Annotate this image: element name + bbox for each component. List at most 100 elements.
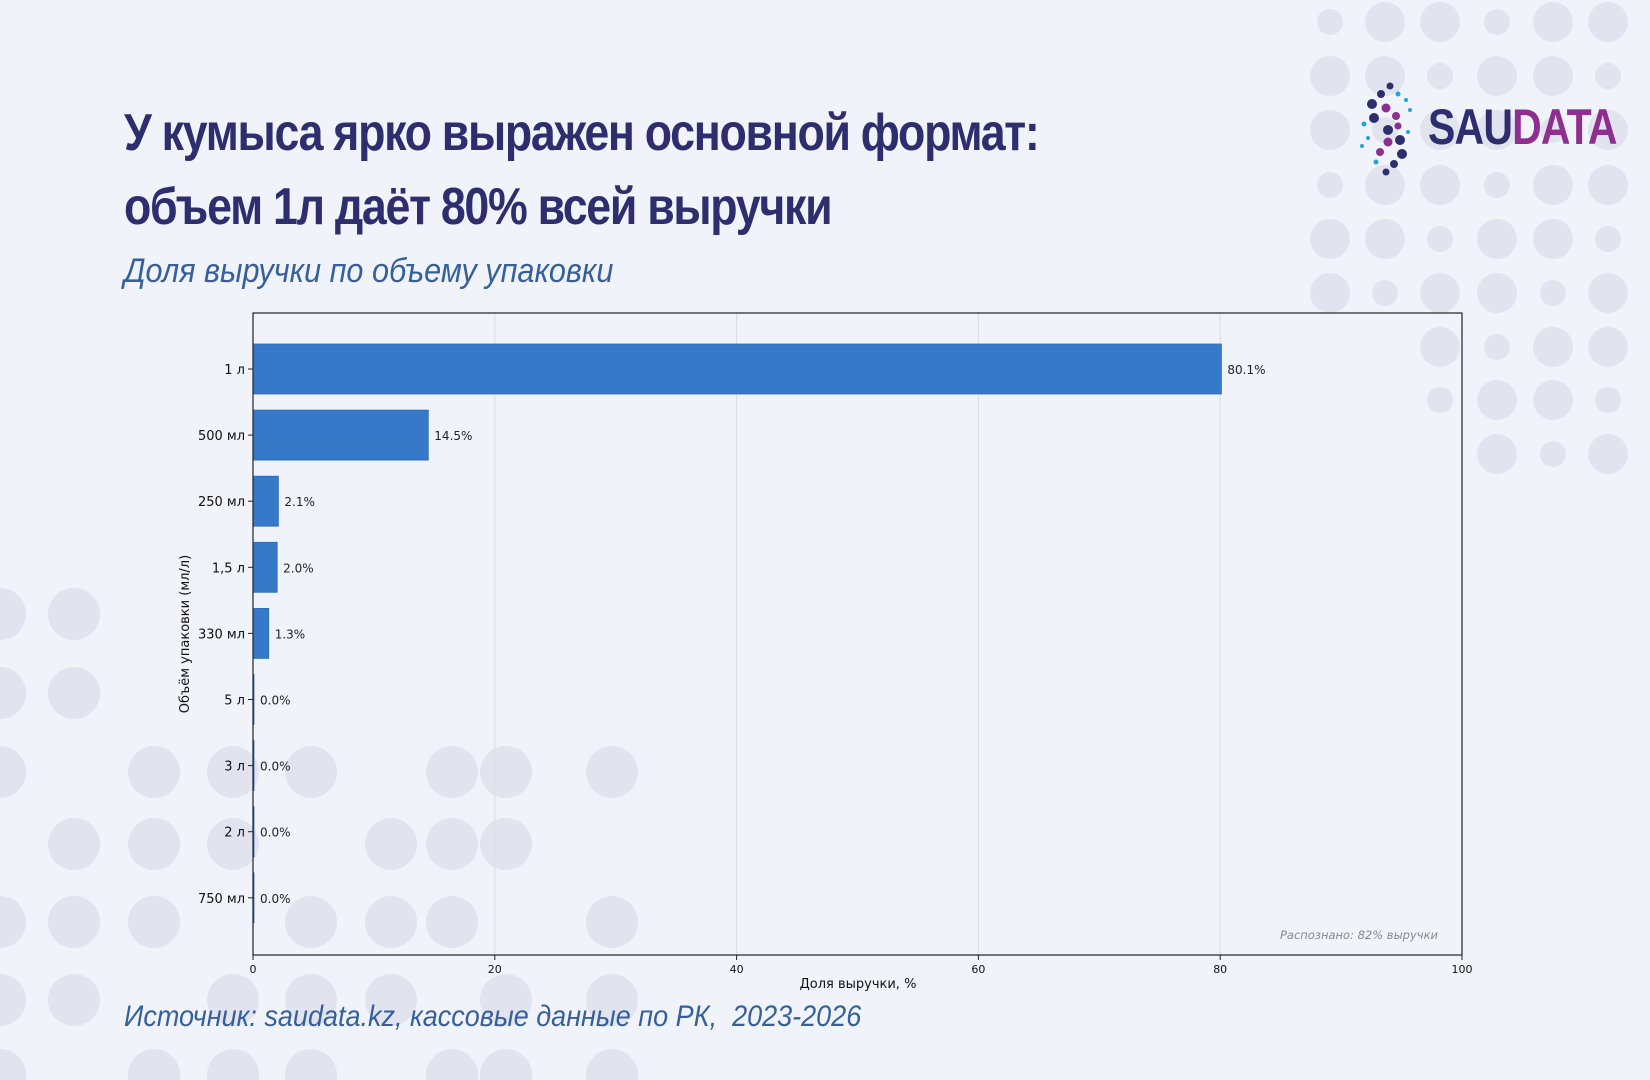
background-dot bbox=[586, 746, 638, 798]
background-dot bbox=[480, 974, 532, 1026]
bar-value-label: 14.5% bbox=[434, 429, 472, 443]
background-dot bbox=[586, 1049, 638, 1080]
bar-value-label: 1.3% bbox=[275, 627, 306, 641]
logo-text-data: DATA bbox=[1512, 99, 1617, 155]
background-dot bbox=[285, 896, 337, 948]
y-tick-label: 1 л bbox=[224, 363, 245, 378]
x-tick-label: 100 bbox=[1452, 963, 1473, 976]
background-dot bbox=[0, 746, 26, 798]
background-dot bbox=[1533, 327, 1573, 367]
background-dot bbox=[1588, 434, 1628, 474]
background-dot bbox=[1484, 172, 1510, 198]
background-dot bbox=[1427, 63, 1453, 89]
background-dot bbox=[1588, 273, 1628, 313]
background-dot bbox=[285, 974, 337, 1026]
background-dot bbox=[128, 818, 180, 870]
background-dot bbox=[1420, 165, 1460, 205]
background-dot bbox=[1420, 327, 1460, 367]
background-dot bbox=[0, 667, 26, 719]
bar-value-label: 2.1% bbox=[284, 495, 315, 509]
x-tick-label: 20 bbox=[488, 963, 502, 976]
x-tick-label: 80 bbox=[1213, 963, 1227, 976]
background-dot bbox=[1310, 110, 1350, 150]
background-dot bbox=[48, 588, 100, 640]
background-dot bbox=[1420, 273, 1460, 313]
background-dot bbox=[1484, 334, 1510, 360]
background-dot bbox=[0, 896, 26, 948]
background-dot bbox=[365, 974, 417, 1026]
y-axis-label: Объём упаковки (мл/л) bbox=[178, 555, 193, 713]
x-tick-label: 60 bbox=[971, 963, 985, 976]
background-dot bbox=[1427, 226, 1453, 252]
background-dot bbox=[1540, 280, 1566, 306]
background-dot bbox=[1533, 380, 1573, 420]
background-dot bbox=[1484, 9, 1510, 35]
background-dot bbox=[48, 818, 100, 870]
background-dot bbox=[1533, 56, 1573, 96]
background-dot bbox=[1372, 280, 1398, 306]
background-dot bbox=[480, 1049, 532, 1080]
background-dot bbox=[586, 896, 638, 948]
background-dot bbox=[1595, 387, 1621, 413]
bar-value-label: 0.0% bbox=[260, 826, 291, 840]
background-dot bbox=[1588, 165, 1628, 205]
bar bbox=[252, 343, 1222, 395]
background-dot bbox=[285, 746, 337, 798]
background-dot bbox=[1477, 219, 1517, 259]
bar bbox=[252, 608, 270, 659]
chart-annotation: Распознано: 82% выручки bbox=[1280, 928, 1439, 942]
background-dot bbox=[1588, 2, 1628, 42]
y-tick-label: 5 л bbox=[224, 694, 245, 709]
x-tick-label: 40 bbox=[730, 963, 744, 976]
background-dot bbox=[1540, 441, 1566, 467]
background-dot bbox=[426, 1049, 478, 1080]
y-tick-label: 750 мл bbox=[198, 892, 245, 907]
background-dot bbox=[285, 1049, 337, 1080]
background-dot bbox=[1317, 9, 1343, 35]
background-dot bbox=[128, 746, 180, 798]
y-tick-label: 500 мл bbox=[198, 429, 245, 444]
background-dot bbox=[1533, 165, 1573, 205]
background-dot bbox=[1310, 56, 1350, 96]
x-axis-label: Доля выручки, % bbox=[800, 977, 917, 992]
background-dot bbox=[207, 818, 259, 870]
background-dot bbox=[426, 896, 478, 948]
y-tick-label: 2 л bbox=[224, 826, 245, 841]
page-title: У кумыса ярко выражен основной формат: о… bbox=[124, 104, 1040, 236]
background-dot bbox=[1310, 273, 1350, 313]
background-dot bbox=[1533, 2, 1573, 42]
background-dot bbox=[0, 588, 26, 640]
background-dot bbox=[1365, 56, 1405, 96]
background-dot bbox=[1310, 219, 1350, 259]
plot-frame bbox=[252, 312, 1463, 956]
logo-text-sau: SAU bbox=[1428, 99, 1513, 155]
background-dot bbox=[1365, 219, 1405, 259]
background-dot bbox=[480, 746, 532, 798]
y-tick-label: 1,5 л bbox=[212, 561, 245, 576]
bar bbox=[252, 475, 279, 527]
background-dot bbox=[0, 1049, 26, 1080]
background-dot bbox=[480, 818, 532, 870]
background-dot bbox=[48, 667, 100, 719]
background-dot bbox=[1540, 117, 1566, 143]
y-tick-label: 330 мл bbox=[198, 627, 245, 642]
background-dot bbox=[1477, 110, 1517, 150]
background-dot bbox=[48, 974, 100, 1026]
background-dot bbox=[586, 974, 638, 1026]
background-dot bbox=[1588, 110, 1628, 150]
bar-value-label: 0.0% bbox=[260, 694, 291, 708]
bar bbox=[252, 541, 278, 593]
background-dot bbox=[1365, 165, 1405, 205]
background-dot bbox=[1595, 63, 1621, 89]
background-dot bbox=[1533, 219, 1573, 259]
background-dot bbox=[1317, 172, 1343, 198]
background-dot bbox=[1588, 327, 1628, 367]
background-dot bbox=[1477, 273, 1517, 313]
background-dot bbox=[48, 896, 100, 948]
background-dot bbox=[1477, 380, 1517, 420]
background-dot bbox=[1420, 110, 1460, 150]
background-dot bbox=[1595, 226, 1621, 252]
background-dot bbox=[1427, 387, 1453, 413]
background-dot bbox=[0, 974, 26, 1026]
